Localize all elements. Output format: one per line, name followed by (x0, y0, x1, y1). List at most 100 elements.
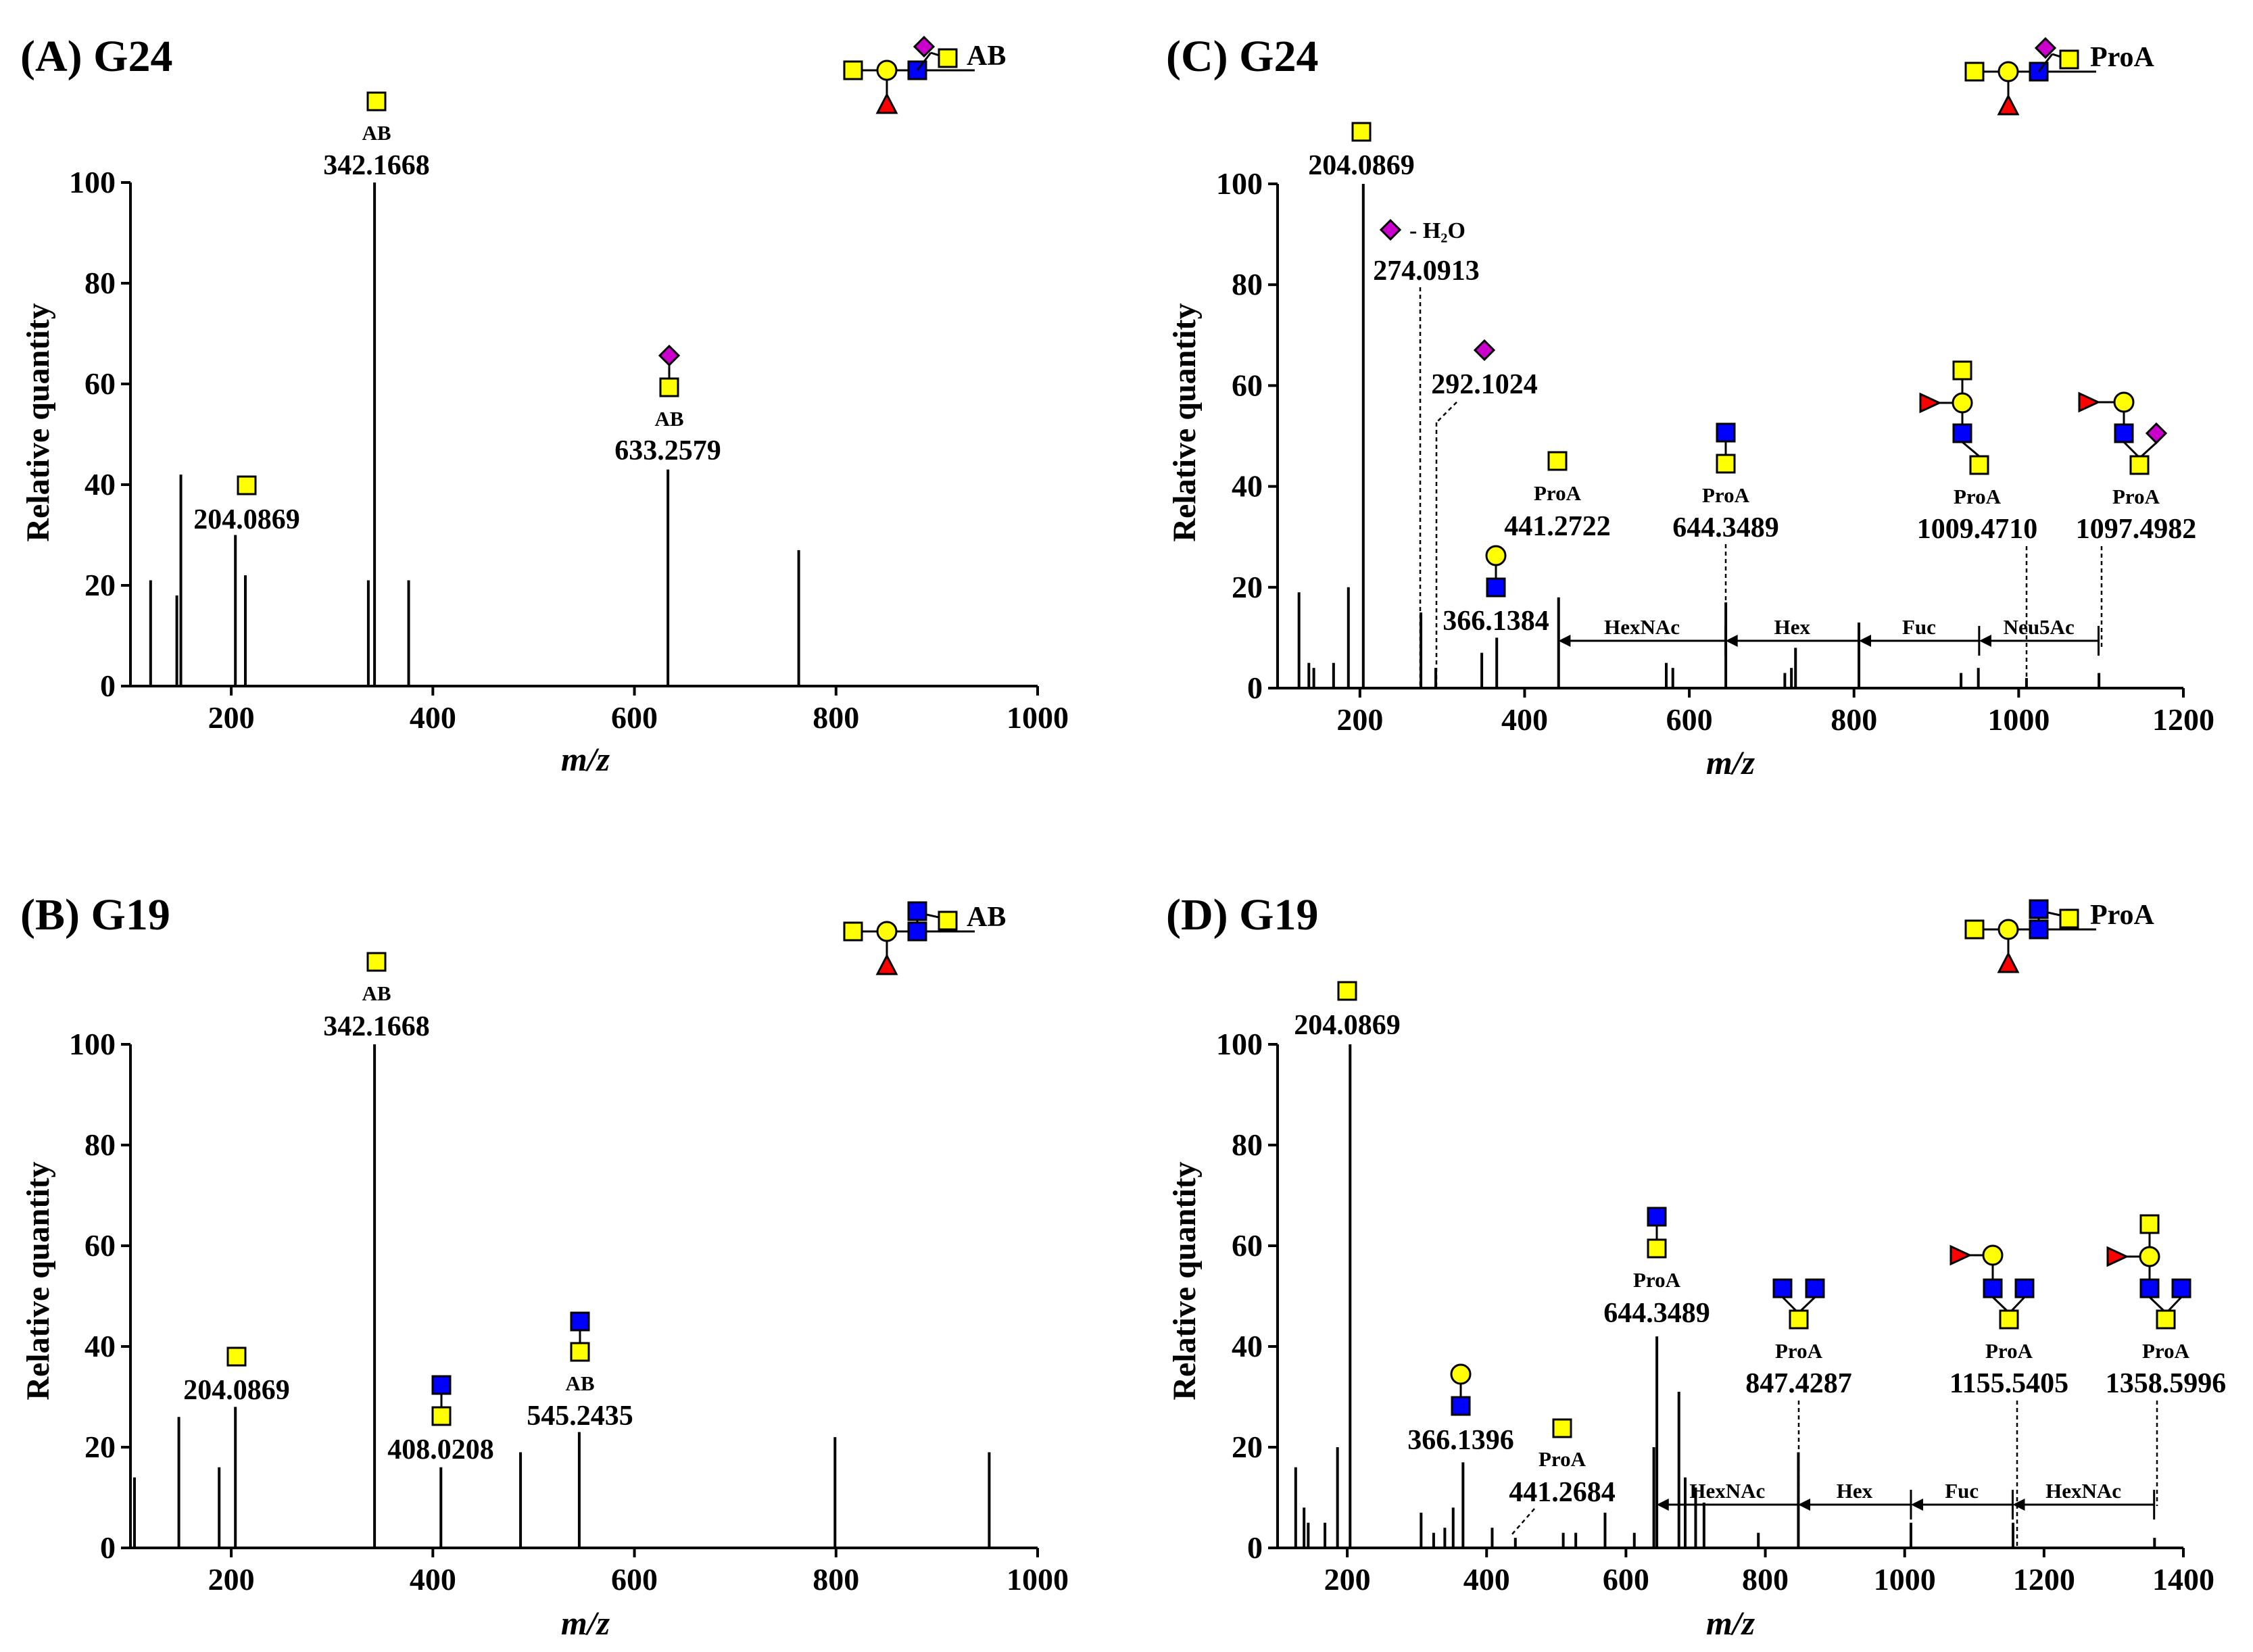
galnac-icon (843, 921, 863, 942)
peak-label: 408.0208 (387, 1434, 494, 1465)
y-tick-label: 100 (1216, 1027, 1263, 1061)
x-tick-label: 600 (611, 1562, 658, 1597)
glycan-bond (2037, 53, 2054, 72)
x-tick-label: 800 (813, 700, 859, 735)
neu5ac-icon (913, 35, 936, 58)
fragment-label: AB (565, 1371, 594, 1395)
y-tick-label: 0 (1247, 1530, 1263, 1565)
glcnac-icon (2139, 1278, 2160, 1298)
x-tick-label: 400 (410, 1562, 456, 1597)
panel-a-ylabel: Relative quantity (20, 303, 56, 541)
glcnac-icon (2029, 899, 2049, 919)
y-tick-label: 60 (84, 1228, 116, 1263)
fragment-label: ProA (2112, 485, 2160, 508)
glcnac-icon (1952, 423, 1972, 443)
glcnac-icon (2029, 919, 2049, 940)
x-tick-label: 1200 (2013, 1562, 2075, 1597)
x-tick-label: 800 (1742, 1562, 1789, 1597)
galactose-icon (1997, 61, 2019, 82)
galnac-icon (1952, 360, 1972, 381)
galnac-icon (570, 1342, 590, 1362)
galnac-icon (938, 48, 958, 68)
segment-arrowhead (1558, 635, 1571, 647)
segment-label: HexNAc (1604, 615, 1680, 639)
panel-c-ylabel: Relative quantity (1167, 303, 1203, 541)
fucose-icon (2078, 391, 2101, 413)
glycan-bond (2140, 441, 2158, 458)
glycan-bond (2166, 1296, 2183, 1313)
panel-d-structure: ProA (1964, 899, 2155, 973)
fragment-label: ProA (1775, 1339, 1823, 1363)
galnac-icon (2059, 908, 2079, 929)
segment-label: HexNAc (1689, 1479, 1765, 1503)
galnac-icon (1351, 122, 1372, 142)
peak-label: 366.1384 (1443, 606, 1549, 637)
neu5ac-icon (1379, 218, 1402, 241)
galnac-icon (226, 1346, 247, 1367)
peak-label: 292.1024 (1431, 369, 1538, 400)
galnac-icon (2156, 1309, 2176, 1330)
x-tick-label: 600 (611, 700, 658, 735)
glycan-bond (1781, 1296, 1798, 1313)
glycan-bond (2010, 1296, 2026, 1313)
glcnac-icon (907, 901, 927, 921)
fucose-icon (1919, 392, 1942, 414)
segment-arrowhead (2012, 1499, 2025, 1511)
galnac-icon (366, 952, 387, 972)
glcnac-icon (2014, 1278, 2035, 1298)
glcnac-icon (1486, 577, 1506, 598)
x-tick-label: 600 (1603, 1562, 1649, 1597)
segment-label: HexNAc (2045, 1479, 2121, 1503)
panel-d-structure-label: ProA (2090, 900, 2155, 931)
galnac-icon (2059, 49, 2079, 70)
peak-label: 204.0869 (1308, 150, 1415, 181)
panel-b: (B) G19 Relative quantity m/z AB 0 20 40 60… (20, 890, 1069, 1642)
peak-label: 633.2579 (614, 435, 721, 466)
segment-arrowhead (1656, 1499, 1669, 1511)
x-tick-label: 200 (1324, 1562, 1371, 1597)
panel-d: (D) G19 Relative quantity m/z ProA 0 20 40… (1166, 890, 2226, 1642)
galnac-icon (2139, 1214, 2160, 1234)
fragment-label: AB (654, 407, 683, 431)
x-tick-label: 1200 (2152, 702, 2214, 737)
y-tick-label: 20 (1232, 570, 1263, 604)
x-tick-label: 400 (410, 700, 456, 735)
fragment-label: - H₂O (1409, 218, 1465, 243)
peak-label: 342.1668 (323, 1011, 430, 1042)
segment-label: Hex (1774, 615, 1811, 639)
segment-arrowhead (1859, 635, 1872, 647)
x-tick-label: 1000 (1987, 702, 2050, 737)
y-tick-label: 0 (1247, 671, 1263, 705)
y-tick-label: 0 (100, 669, 116, 703)
panel-a-structure: AB (843, 35, 1006, 114)
galnac-icon (366, 91, 387, 112)
neu5ac-icon (1473, 339, 1496, 362)
fucose-icon (875, 92, 898, 114)
fucose-icon (875, 953, 898, 975)
galactose-icon (876, 59, 898, 81)
x-tick-label: 1400 (2152, 1562, 2214, 1597)
galnac-icon (1789, 1309, 1809, 1330)
galactose-icon (1450, 1363, 1472, 1385)
galnac-icon (843, 60, 863, 80)
x-tick-label: 600 (1666, 702, 1713, 737)
y-tick-label: 60 (1232, 368, 1263, 402)
peak-label: 1097.4982 (2076, 514, 2197, 545)
fragment-label: ProA (2142, 1339, 2190, 1363)
panel-c-xlabel: m/z (1706, 744, 1755, 781)
galnac-icon (1547, 451, 1568, 471)
glcnac-icon (570, 1311, 590, 1332)
galactose-icon (1485, 545, 1507, 566)
segment-arrowhead (1979, 635, 1991, 647)
galnac-icon (1999, 1309, 2019, 1330)
peak-label: 441.2684 (1509, 1477, 1616, 1508)
glcnac-icon (431, 1375, 452, 1395)
panel-a-title: (A) G24 (20, 32, 172, 81)
y-tick-label: 40 (1232, 1329, 1263, 1363)
glcnac-icon (2029, 62, 2049, 82)
x-tick-label: 1000 (1007, 1562, 1069, 1597)
galnac-icon (237, 475, 257, 495)
y-tick-label: 40 (84, 1329, 116, 1363)
glcnac-icon (907, 921, 927, 942)
peak-label: 847.4287 (1745, 1368, 1852, 1399)
